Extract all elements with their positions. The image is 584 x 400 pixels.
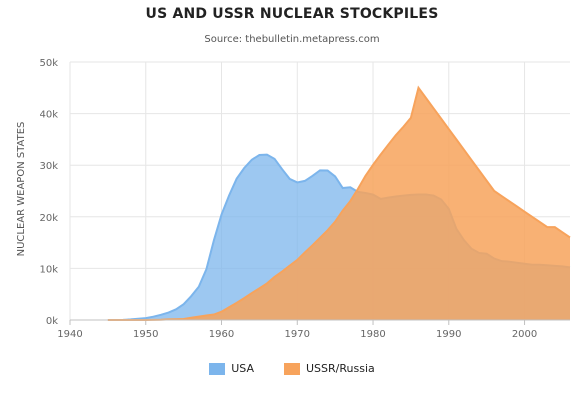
area-ussr-russia xyxy=(107,87,570,320)
x-tick-label: 1990 xyxy=(436,329,461,340)
y-tick-label: 20k xyxy=(39,213,58,224)
legend-label-usa: USA xyxy=(231,362,254,375)
legend-swatch-usa xyxy=(209,362,226,375)
legend: USA USSR/Russia xyxy=(0,362,584,375)
x-tick-label: 1970 xyxy=(285,329,310,340)
y-tick-label: 30k xyxy=(39,161,58,172)
y-tick-label: 40k xyxy=(39,110,58,121)
legend-item-ussr[interactable]: USSR/Russia xyxy=(284,362,375,375)
x-tick-label: 1980 xyxy=(360,329,385,340)
legend-item-usa[interactable]: USA xyxy=(209,362,254,375)
y-axis-title: NUCLEAR WEAPON STATES xyxy=(16,122,27,257)
chart-subtitle: Source: thebulletin.metapress.com xyxy=(204,34,380,45)
x-tick-label: 2000 xyxy=(512,329,537,340)
y-tick-label: 10k xyxy=(39,264,58,275)
legend-swatch-ussr xyxy=(284,362,300,375)
x-tick-label: 1940 xyxy=(57,329,82,340)
x-tick-label: 1950 xyxy=(133,329,158,340)
legend-label-ussr: USSR/Russia xyxy=(306,362,375,375)
y-tick-label: 50k xyxy=(39,58,58,69)
y-tick-label: 0k xyxy=(46,316,58,327)
x-tick-label: 1960 xyxy=(209,329,234,340)
line-ussr-russia xyxy=(107,85,571,321)
chart-title: US AND USSR NUCLEAR STOCKPILES xyxy=(145,6,439,22)
